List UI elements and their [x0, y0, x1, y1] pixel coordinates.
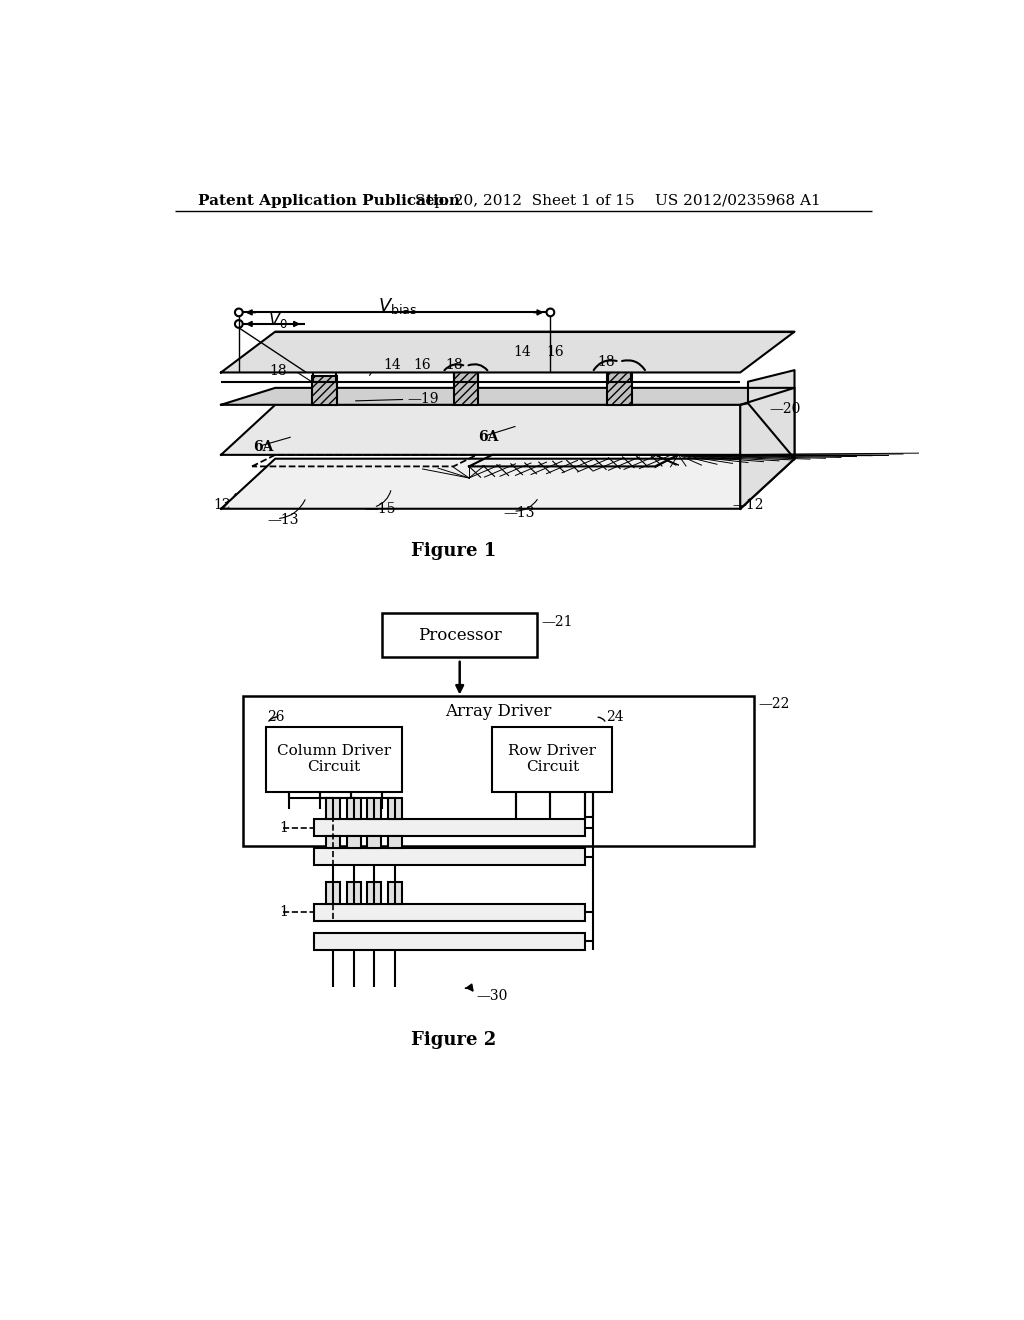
Bar: [326, 797, 340, 818]
Text: $V_0$: $V_0$: [267, 310, 288, 330]
Text: Figure 1: Figure 1: [411, 543, 496, 560]
Text: Patent Application Publication: Patent Application Publication: [198, 194, 460, 207]
Bar: [314, 904, 586, 921]
Bar: [493, 726, 612, 792]
Text: 18: 18: [597, 355, 614, 370]
Text: US 2012/0235968 A1: US 2012/0235968 A1: [655, 194, 821, 207]
Text: —12: —12: [732, 498, 764, 512]
Bar: [312, 376, 337, 405]
Text: —19: —19: [407, 392, 438, 405]
Bar: [382, 612, 538, 657]
Text: —13: —13: [504, 506, 536, 520]
Text: —15: —15: [365, 502, 396, 516]
Bar: [607, 367, 632, 405]
Text: —20: —20: [770, 401, 801, 416]
Text: 26: 26: [267, 710, 285, 725]
Text: $V_{\mathrm{bias}}$: $V_{\mathrm{bias}}$: [378, 296, 418, 317]
Text: 18: 18: [269, 364, 287, 378]
Polygon shape: [740, 388, 795, 508]
Polygon shape: [740, 370, 795, 508]
Bar: [346, 836, 360, 849]
Bar: [243, 696, 755, 846]
Text: —13: —13: [267, 513, 299, 527]
Text: 16: 16: [414, 358, 431, 372]
Text: 6A: 6A: [254, 440, 274, 454]
Bar: [454, 372, 478, 405]
Text: 14: 14: [384, 358, 401, 372]
Text: Array Driver: Array Driver: [445, 702, 552, 719]
Bar: [314, 933, 586, 950]
Polygon shape: [221, 405, 795, 455]
Polygon shape: [221, 331, 795, 372]
Text: Processor: Processor: [418, 627, 502, 644]
Text: —22: —22: [759, 697, 791, 710]
Text: Sep. 20, 2012  Sheet 1 of 15: Sep. 20, 2012 Sheet 1 of 15: [415, 194, 635, 207]
Text: 1: 1: [280, 906, 288, 919]
Text: —30: —30: [477, 989, 508, 1003]
Text: 12: 12: [213, 498, 230, 512]
Bar: [368, 797, 381, 818]
Text: Column Driver
Circuit: Column Driver Circuit: [276, 744, 391, 775]
Bar: [388, 797, 402, 818]
Text: 24: 24: [606, 710, 624, 725]
Bar: [346, 882, 360, 904]
Text: 18: 18: [445, 358, 464, 372]
Bar: [266, 726, 401, 792]
Bar: [314, 818, 586, 836]
Text: Row Driver
Circuit: Row Driver Circuit: [508, 744, 596, 775]
Bar: [368, 836, 381, 849]
Bar: [388, 882, 402, 904]
Bar: [314, 849, 586, 866]
Bar: [326, 836, 340, 849]
Polygon shape: [221, 459, 795, 508]
Text: 6A: 6A: [478, 430, 499, 444]
Bar: [388, 836, 402, 849]
Polygon shape: [221, 388, 795, 405]
Bar: [346, 797, 360, 818]
Text: 14: 14: [513, 346, 530, 359]
Text: Figure 2: Figure 2: [411, 1031, 496, 1049]
Bar: [326, 882, 340, 904]
Text: 1: 1: [280, 821, 288, 834]
Text: 16: 16: [547, 346, 564, 359]
Bar: [368, 882, 381, 904]
Text: —21: —21: [542, 615, 573, 628]
